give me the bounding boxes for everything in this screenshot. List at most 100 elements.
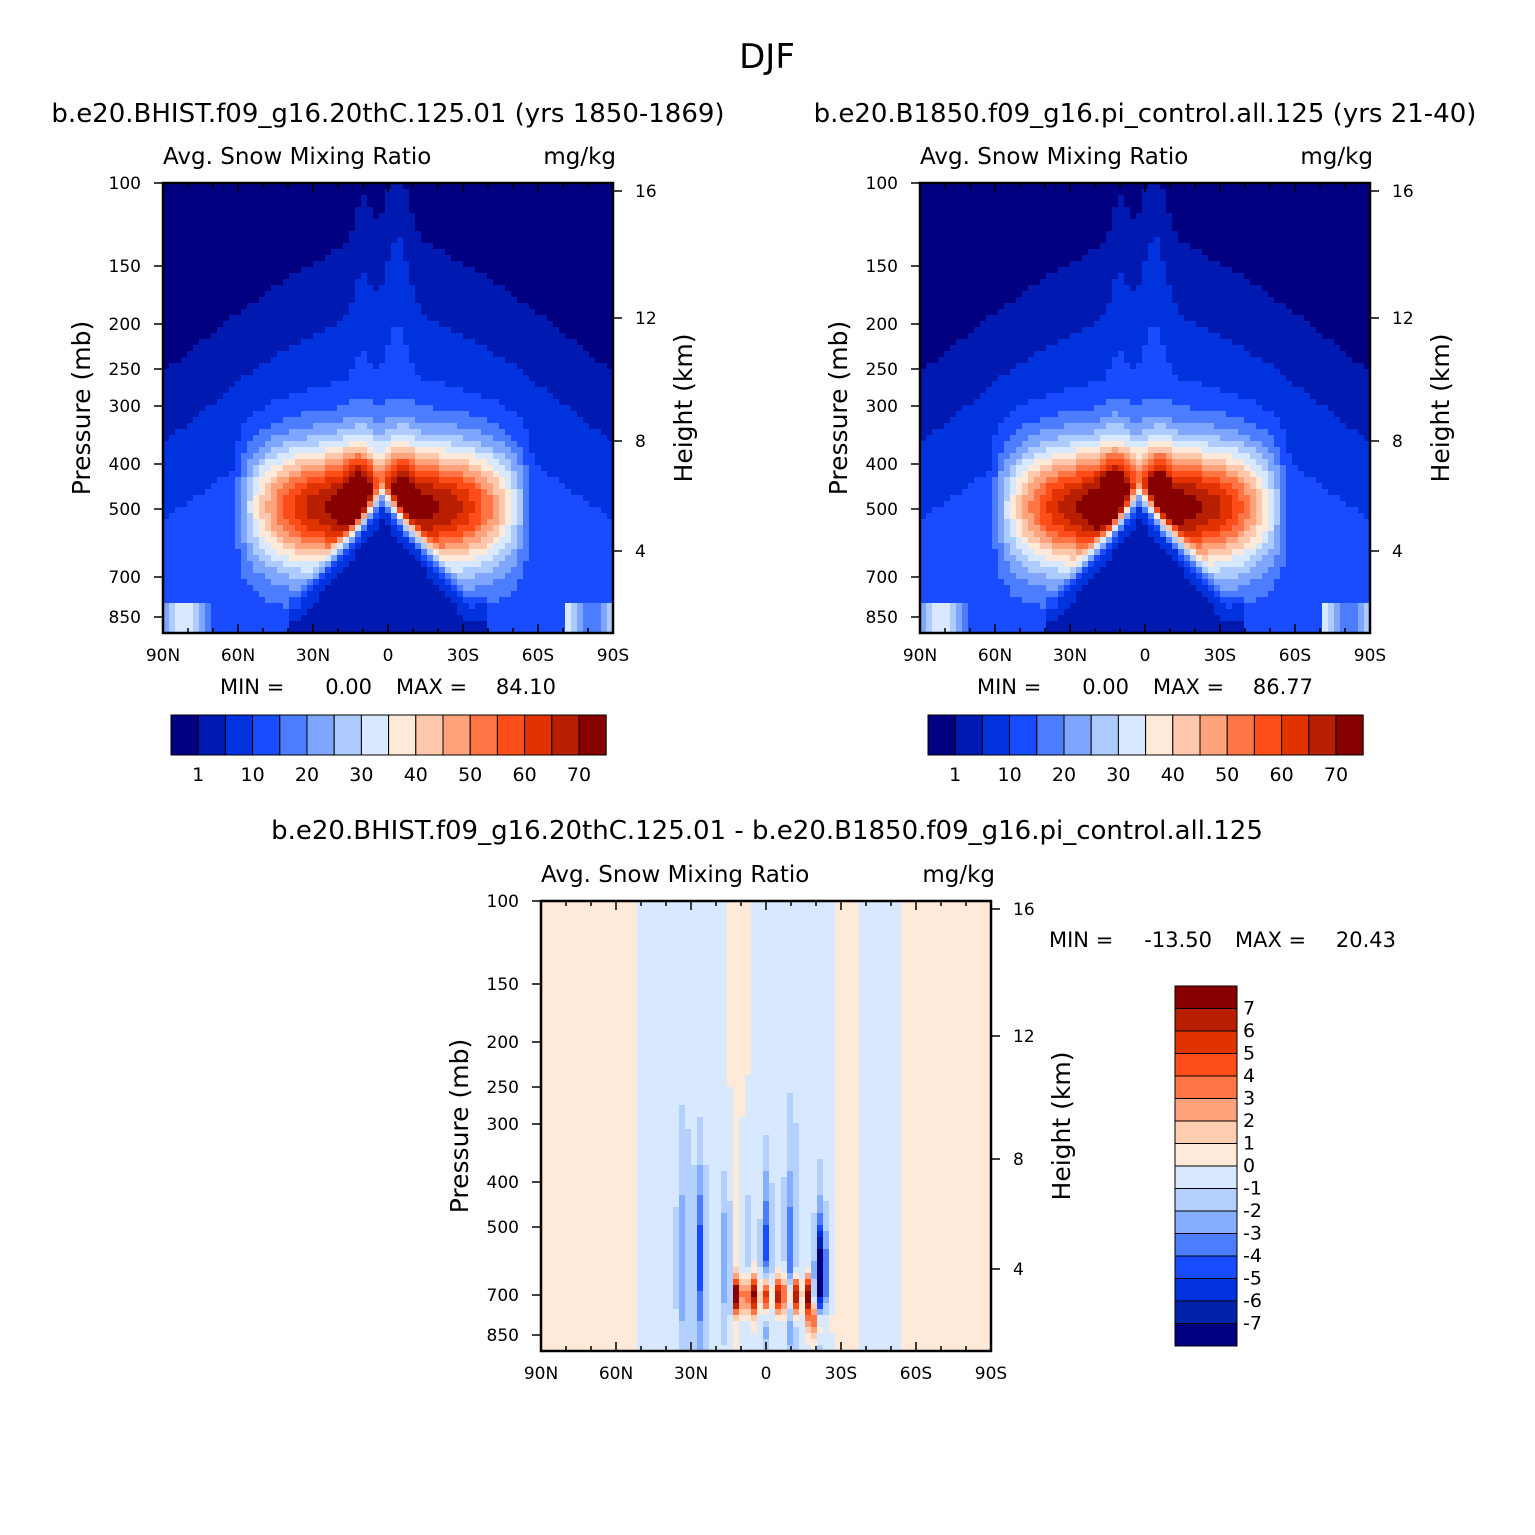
left-field-cell <box>415 507 422 514</box>
left-field-cell <box>523 201 530 208</box>
left-field-cell <box>193 579 200 586</box>
left-field-cell <box>259 537 266 544</box>
left-field-cell <box>181 453 188 460</box>
left-field-cell <box>175 561 182 568</box>
left-field-cell <box>469 495 476 502</box>
left-field-cell <box>217 465 224 472</box>
left-field-cell <box>259 369 266 376</box>
left-field-cell <box>553 261 560 268</box>
left-field-cell <box>217 237 224 244</box>
left-field-cell <box>607 483 613 490</box>
left-field-cell <box>217 273 224 280</box>
left-field-cell <box>175 243 182 250</box>
left-field-cell <box>451 483 458 490</box>
left-field-cell <box>307 195 314 202</box>
left-field-cell <box>409 219 416 226</box>
left-field-cell <box>367 489 374 496</box>
left-field-cell <box>601 285 608 292</box>
left-field-cell <box>205 453 212 460</box>
left-field-cell <box>421 519 428 526</box>
left-field-cell <box>427 411 434 418</box>
left-field-cell <box>553 363 560 370</box>
left-field-cell <box>529 423 536 430</box>
left-field-cell <box>313 441 320 448</box>
left-field-cell <box>379 225 386 232</box>
left-field-cell <box>397 309 404 316</box>
left-field-cell <box>373 393 380 400</box>
left-field-cell <box>577 411 584 418</box>
left-field-cell <box>373 273 380 280</box>
left-field-cell <box>379 393 386 400</box>
left-field-cell <box>403 483 410 490</box>
left-field-cell <box>589 351 596 358</box>
left-field-cell <box>451 225 458 232</box>
left-field-cell <box>601 561 608 568</box>
left-field-cell <box>265 285 272 292</box>
left-field-cell <box>439 261 446 268</box>
left-field-cell <box>181 549 188 556</box>
left-field-cell <box>559 543 566 550</box>
left-field-cell <box>487 441 494 448</box>
left-field-cell <box>535 405 542 412</box>
left-field-cell <box>319 279 326 286</box>
left-field-cell <box>505 243 512 250</box>
left-field-cell <box>595 459 602 466</box>
left-field-cell <box>529 549 536 556</box>
left-field-cell <box>457 183 464 190</box>
left-field-cell <box>499 345 506 352</box>
left-field-cell <box>277 477 284 484</box>
left-field-cell <box>517 219 524 226</box>
left-field-cell <box>271 255 278 262</box>
left-field-cell <box>517 507 524 514</box>
left-field-cell <box>475 567 482 574</box>
left-field-cell <box>559 201 566 208</box>
left-field-cell <box>211 303 218 310</box>
left-field-cell <box>223 357 230 364</box>
left-field-cell <box>385 369 392 376</box>
left-field-cell <box>541 423 548 430</box>
left-field-cell <box>457 495 464 502</box>
left-field-cell <box>313 357 320 364</box>
left-field-cell <box>343 189 350 196</box>
left-field-cell <box>343 285 350 292</box>
left-field-cell <box>505 327 512 334</box>
left-field-cell <box>187 267 194 274</box>
left-field-cell <box>391 321 398 328</box>
left-field-cell <box>445 381 452 388</box>
left-field-cell <box>229 393 236 400</box>
left-field-cell <box>439 351 446 358</box>
left-field-cell <box>337 489 344 496</box>
left-field-cell <box>451 489 458 496</box>
left-field-cell <box>265 261 272 268</box>
left-field-cell <box>595 537 602 544</box>
left-field-cell <box>181 429 188 436</box>
left-field-cell <box>289 213 296 220</box>
left-field-cell <box>325 195 332 202</box>
left-field-cell <box>169 339 176 346</box>
left-field-cell <box>223 435 230 442</box>
left-field-cell <box>331 375 338 382</box>
left-field-cell <box>529 489 536 496</box>
left-field-cell <box>553 225 560 232</box>
left-field-cell <box>445 459 452 466</box>
left-field-cell <box>565 465 572 472</box>
left-field-cell <box>445 465 452 472</box>
left-field-cell <box>511 447 518 454</box>
left-field-cell <box>337 501 344 508</box>
left-field-cell <box>571 297 578 304</box>
left-field-cell <box>493 525 500 532</box>
left-field-cell <box>565 405 572 412</box>
left-field-cell <box>241 417 248 424</box>
left-field-cell <box>409 369 416 376</box>
left-field-cell <box>349 363 356 370</box>
left-field-cell <box>301 447 308 454</box>
left-field-cell <box>403 285 410 292</box>
left-field-cell <box>271 351 278 358</box>
left-field-cell <box>325 453 332 460</box>
left-field-cell <box>163 471 170 478</box>
left-field-cell <box>505 375 512 382</box>
left-field-cell <box>529 291 536 298</box>
left-field-cell <box>223 471 230 478</box>
left-field-cell <box>277 549 284 556</box>
left-field-cell <box>595 519 602 526</box>
